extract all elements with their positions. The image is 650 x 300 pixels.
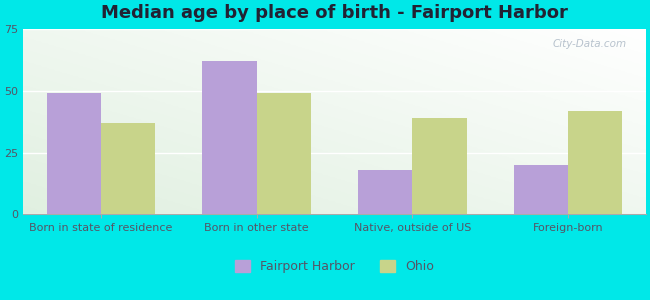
Bar — [202, 61, 257, 214]
Title: Median age by place of birth - Fairport Harbor: Median age by place of birth - Fairport … — [101, 4, 568, 22]
Text: City-Data.com: City-Data.com — [553, 38, 627, 49]
Bar — [568, 111, 623, 214]
Legend: Fairport Harbor, Ohio: Fairport Harbor, Ohio — [230, 255, 439, 278]
Bar — [412, 118, 467, 214]
Bar — [47, 93, 101, 214]
Bar — [257, 93, 311, 214]
Bar — [101, 123, 155, 214]
Bar — [358, 170, 412, 214]
Bar — [514, 165, 568, 214]
